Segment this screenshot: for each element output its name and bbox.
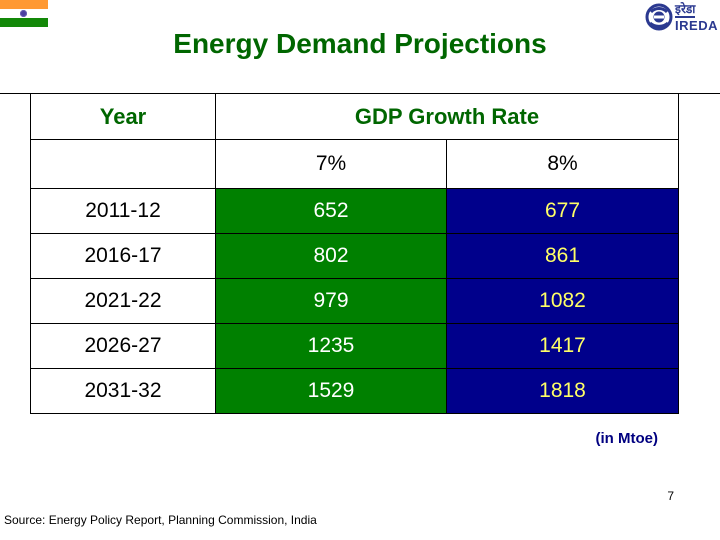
empty-cell bbox=[30, 139, 216, 189]
ireda-hindi-text: इरेडा bbox=[675, 2, 696, 18]
flag-saffron-band bbox=[0, 0, 48, 9]
table-row: 2016-17 802 861 bbox=[30, 233, 679, 279]
gdp7-cell: 802 bbox=[215, 233, 447, 279]
gdp7-cell: 652 bbox=[215, 188, 447, 234]
gdp7-cell: 1529 bbox=[215, 368, 447, 414]
energy-demand-table: Year GDP Growth Rate 7% 8% 2011-12 652 6… bbox=[30, 93, 679, 414]
gdp8-cell: 677 bbox=[446, 188, 679, 234]
india-flag-icon bbox=[0, 0, 48, 27]
slide-title: Energy Demand Projections bbox=[173, 28, 547, 59]
unit-note: (in Mtoe) bbox=[595, 430, 658, 447]
gdp7-cell: 1235 bbox=[215, 323, 447, 369]
gdp8-cell: 1417 bbox=[446, 323, 679, 369]
gdp8-cell: 1818 bbox=[446, 368, 679, 414]
table-row: 2026-27 1235 1417 bbox=[30, 323, 679, 369]
table-subheader-row: 7% 8% bbox=[30, 139, 679, 189]
col-header-8pct: 8% bbox=[446, 139, 679, 189]
year-cell: 2016-17 bbox=[30, 233, 216, 279]
col-header-7pct: 7% bbox=[215, 139, 447, 189]
col-header-gdp-growth-rate: GDP Growth Rate bbox=[215, 93, 679, 140]
gdp8-cell: 1082 bbox=[446, 278, 679, 324]
ireda-logo: इरेडा IREDA bbox=[645, 3, 718, 36]
table-row: 2031-32 1529 1818 bbox=[30, 368, 679, 414]
year-cell: 2011-12 bbox=[30, 188, 216, 234]
col-header-year: Year bbox=[30, 93, 216, 140]
year-cell: 2021-22 bbox=[30, 278, 216, 324]
table-header-row: Year GDP Growth Rate bbox=[30, 93, 679, 140]
ireda-latin-text: IREDA bbox=[675, 18, 718, 33]
year-cell: 2026-27 bbox=[30, 323, 216, 369]
flag-green-band bbox=[0, 18, 48, 27]
table-row: 2021-22 979 1082 bbox=[30, 278, 679, 324]
ireda-globe-icon bbox=[645, 3, 673, 36]
year-cell: 2031-32 bbox=[30, 368, 216, 414]
page-number: 7 bbox=[667, 489, 674, 503]
ireda-wordmark: इरेडा IREDA bbox=[675, 3, 718, 32]
source-text: Source: Energy Policy Report, Planning C… bbox=[4, 513, 317, 527]
flag-white-band bbox=[0, 9, 48, 18]
gdp8-cell: 861 bbox=[446, 233, 679, 279]
ashoka-chakra-icon bbox=[20, 10, 27, 17]
table-row: 2011-12 652 677 bbox=[30, 188, 679, 234]
gdp7-cell: 979 bbox=[215, 278, 447, 324]
